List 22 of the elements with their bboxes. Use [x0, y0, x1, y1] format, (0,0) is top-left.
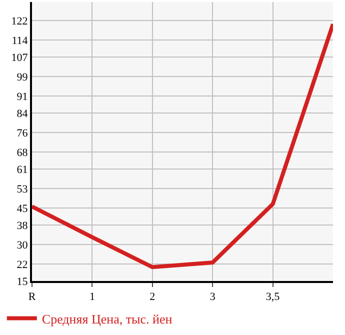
y-tick-label: 30	[16, 239, 28, 252]
y-tick-label: 53	[16, 183, 28, 196]
x-tick-label: 3	[210, 291, 216, 304]
y-tick-label: 45	[16, 202, 28, 215]
y-tick-label: 122	[11, 15, 28, 28]
line-series	[32, 22, 333, 270]
y-tick-label: 99	[16, 71, 28, 84]
y-tick-label: 91	[16, 90, 28, 103]
y-tick-label: 22	[16, 258, 28, 271]
y-tick-label: 107	[11, 52, 28, 64]
x-tick-label: R	[28, 291, 36, 304]
x-tick-label: 3,5	[266, 291, 280, 304]
y-tick-label: 38	[16, 220, 28, 232]
legend-label: Средняя Цена, тыс. йен	[42, 311, 172, 326]
y-tick-label: 15	[16, 276, 28, 288]
y-tick-label: 68	[16, 146, 28, 159]
y-tick-label: 114	[12, 34, 28, 47]
y-tick-label: 61	[16, 164, 28, 176]
x-tick-label: 2	[150, 291, 156, 304]
x-tick-label: 1	[89, 291, 95, 304]
y-tick-label: 76	[16, 127, 28, 140]
y-tick-label: 84	[16, 108, 28, 120]
